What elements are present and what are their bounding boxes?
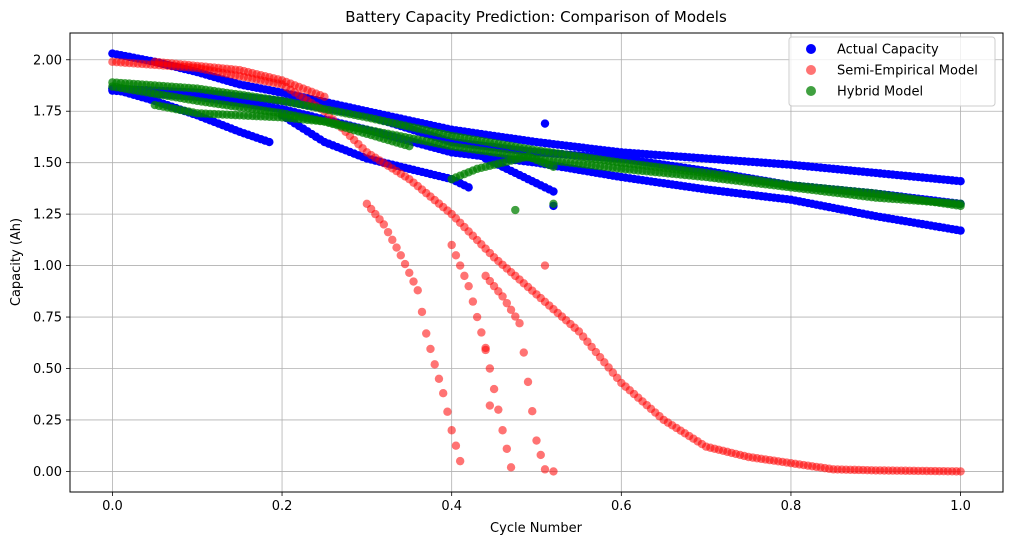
- data-point: [422, 329, 431, 338]
- data-point: [388, 235, 397, 245]
- y-tick-label: 1.25: [33, 208, 62, 223]
- data-point: [409, 277, 418, 286]
- data-point: [549, 199, 558, 209]
- x-tick-label: 0.6: [611, 499, 632, 514]
- y-tick-label: 0.75: [33, 311, 62, 326]
- data-point: [383, 227, 393, 237]
- data-point: [417, 307, 427, 317]
- data-point: [472, 312, 482, 322]
- data-point: [540, 119, 550, 128]
- data-point: [528, 407, 537, 416]
- data-point: [413, 286, 422, 295]
- data-point: [477, 328, 486, 337]
- y-tick-label: 2.00: [33, 53, 62, 68]
- series-hybrid-model: [108, 78, 965, 211]
- data-point: [498, 292, 507, 301]
- data-point: [447, 240, 456, 250]
- data-point: [430, 360, 439, 369]
- series-semi-empirical-model: [108, 57, 965, 476]
- data-point: [498, 426, 507, 435]
- plot-frame: [69, 32, 1004, 493]
- data-point: [506, 305, 516, 315]
- data-point: [464, 281, 473, 291]
- y-tick-label: 0.00: [33, 465, 62, 480]
- legend-marker: [806, 86, 816, 96]
- data-point: [485, 364, 495, 373]
- x-axis-title: Cycle Number: [490, 521, 583, 536]
- data-point: [511, 312, 520, 321]
- data-point: [400, 259, 410, 269]
- data-point: [455, 261, 465, 270]
- y-tick-label: 1.00: [33, 259, 62, 274]
- data-point: [464, 183, 473, 192]
- legend-label: Semi-Empirical Model: [837, 64, 978, 79]
- data-point: [405, 142, 414, 151]
- legend-marker: [806, 44, 816, 54]
- data-point: [511, 205, 520, 215]
- legend-marker: [806, 65, 816, 75]
- data-point: [506, 463, 516, 472]
- data-point: [405, 268, 414, 277]
- axis-ticks: 0.0 0.2 0.4 0.6 0.8 1.0 0.00 0.25 0.50 0.75 1.00 1.…: [33, 53, 971, 514]
- legend-box: [788, 36, 996, 107]
- data-points: [108, 49, 965, 476]
- data-point: [460, 271, 469, 281]
- data-point: [549, 162, 558, 171]
- y-tick-label: 0.25: [33, 413, 62, 428]
- x-tick-label: 0.4: [441, 499, 462, 514]
- data-point: [379, 220, 389, 229]
- data-point: [956, 226, 965, 235]
- data-point: [956, 199, 965, 209]
- data-point: [265, 137, 274, 147]
- grid-lines: [70, 33, 1003, 492]
- data-point: [426, 344, 435, 354]
- data-point: [494, 405, 503, 414]
- legend-label: Hybrid Model: [837, 85, 923, 100]
- data-point: [481, 345, 490, 355]
- data-point: [549, 187, 558, 196]
- y-tick-label: 1.50: [33, 156, 62, 171]
- y-tick-label: 1.75: [33, 105, 62, 120]
- data-point: [396, 251, 405, 260]
- data-point: [549, 467, 558, 476]
- data-point: [515, 319, 524, 328]
- legend-label: Actual Capacity: [837, 43, 939, 58]
- data-point: [434, 374, 444, 383]
- data-point: [443, 407, 452, 416]
- x-tick-label: 1.0: [950, 499, 971, 514]
- data-point: [489, 384, 499, 394]
- data-point: [540, 465, 550, 474]
- chart-title: Battery Capacity Prediction: Comparison …: [345, 8, 727, 26]
- data-point: [485, 401, 495, 410]
- data-point: [439, 389, 448, 398]
- data-point: [536, 450, 545, 460]
- data-point: [532, 436, 541, 445]
- data-point: [468, 297, 478, 306]
- x-tick-label: 0.8: [781, 499, 802, 514]
- y-axis-title: Capacity (Ah): [9, 218, 24, 306]
- data-point: [956, 176, 965, 186]
- data-point: [502, 444, 512, 453]
- data-point: [447, 426, 456, 435]
- x-tick-label: 0.2: [272, 499, 293, 514]
- data-point: [455, 456, 465, 466]
- data-point: [519, 348, 528, 357]
- data-point: [956, 467, 965, 476]
- data-point: [451, 251, 461, 260]
- data-point: [320, 92, 329, 102]
- x-tick-label: 0.0: [102, 499, 123, 514]
- data-point: [523, 377, 533, 387]
- y-tick-label: 0.50: [33, 362, 62, 377]
- data-point: [451, 441, 461, 450]
- data-point: [540, 261, 550, 270]
- data-point: [502, 298, 512, 308]
- legend: Actual Capacity Semi-Empirical Model Hybri…: [788, 36, 996, 107]
- data-point: [392, 243, 401, 252]
